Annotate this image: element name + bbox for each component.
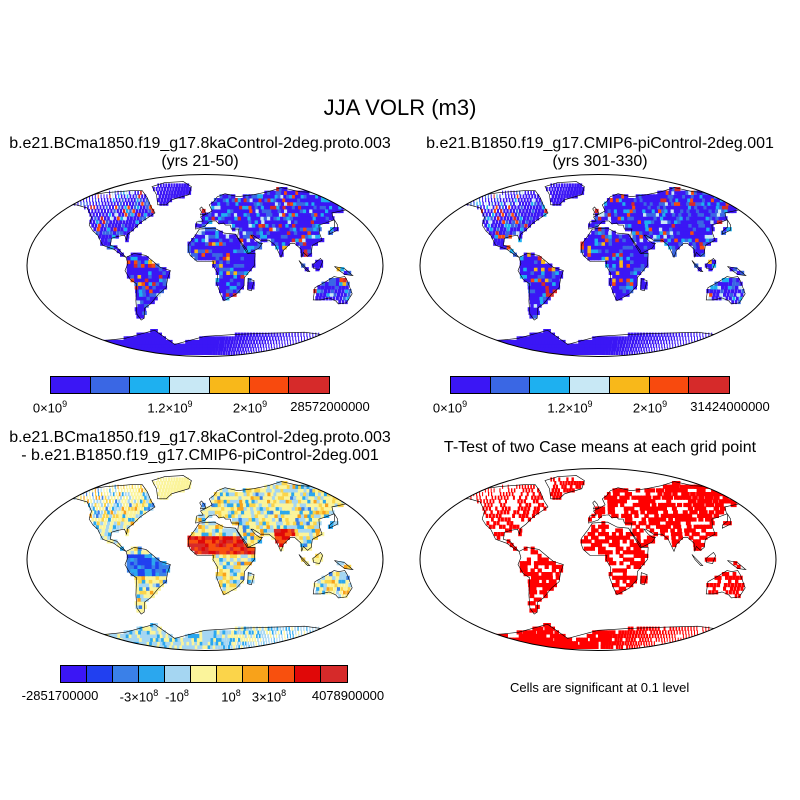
colorbar-label: 3×108 (251, 688, 287, 705)
colorbar-label: -108 (165, 688, 189, 705)
colorbar-swatch (165, 666, 191, 682)
map-cells (63, 477, 358, 649)
colorbar-swatch (689, 377, 729, 393)
panel-title-line2: (yrs 301-330) (552, 153, 648, 170)
colorbar-label: -2851700000 (21, 688, 99, 703)
colorbar-swatch (269, 666, 295, 682)
colorbar-swatch (451, 377, 491, 393)
colorbar-swatch (130, 377, 171, 393)
colorbar-label: 2×109 (632, 399, 668, 416)
colorbar-swatch (490, 377, 531, 393)
colorbar-swatch (90, 377, 131, 393)
map-border (26, 174, 384, 357)
map-ttest (419, 468, 777, 651)
panel-title-case1: b.e21.BCma1850.f19_g17.8kaControl-2deg.p… (0, 135, 400, 171)
colorbar-swatch (170, 377, 210, 393)
map-case2 (419, 174, 777, 357)
colorbar-difference (60, 665, 348, 683)
colorbar-swatch (113, 666, 139, 682)
panel-title-ttest: T-Test of two Case means at each grid po… (400, 439, 800, 457)
colorbar-label: 31424000000 (690, 399, 770, 414)
panel-title-line1: b.e21.B1850.f19_g17.CMIP6-piControl-2deg… (426, 135, 774, 152)
colorbar-swatch (321, 666, 347, 682)
colorbar-swatch (191, 666, 217, 682)
map-border (419, 468, 777, 651)
panel-title-line1: T-Test of two Case means at each grid po… (443, 439, 757, 456)
map-cells (456, 183, 751, 355)
colorbar-swatch (139, 666, 165, 682)
colorbar-swatch (530, 377, 571, 393)
map-border (419, 174, 777, 357)
coastlines (453, 475, 752, 651)
colorbar-case2 (450, 376, 730, 394)
colorbar-swatch (87, 666, 113, 682)
figure-title: JJA VOLR (m3) (323, 95, 477, 120)
coastlines (60, 181, 359, 357)
colorbar-label: 1.2×109 (547, 399, 593, 416)
colorbar-label: 108 (221, 688, 241, 705)
panel-title-line1: b.e21.BCma1850.f19_g17.8kaControl-2deg.p… (9, 429, 391, 446)
colorbar-swatch (243, 666, 269, 682)
coastlines (453, 181, 752, 357)
colorbar-label: 28572000000 (290, 399, 370, 414)
colorbar-swatch (609, 377, 650, 393)
colorbar-label: 1.2×109 (147, 399, 193, 416)
colorbar-swatch (209, 377, 250, 393)
map-case1 (26, 174, 384, 357)
colorbar-swatch (217, 666, 243, 682)
colorbar-label: 0×109 (32, 399, 68, 416)
panel-title-line1: b.e21.BCma1850.f19_g17.8kaControl-2deg.p… (9, 135, 391, 152)
panel-title-case2: b.e21.B1850.f19_g17.CMIP6-piControl-2deg… (400, 135, 800, 171)
colorbar-label: 4078900000 (311, 688, 385, 703)
map-difference (26, 468, 384, 651)
colorbar-label: 0×109 (432, 399, 468, 416)
colorbar-label: -3×108 (119, 688, 159, 705)
colorbar-swatch (570, 377, 610, 393)
colorbar-swatch (289, 377, 329, 393)
colorbar-swatch (51, 377, 91, 393)
colorbar-swatch (249, 377, 290, 393)
map-border (26, 468, 384, 651)
colorbar-swatch (61, 666, 87, 682)
colorbar-case1 (50, 376, 330, 394)
colorbar-swatch (295, 666, 321, 682)
panel-title-line2: (yrs 21-50) (161, 153, 239, 170)
colorbar-swatch (649, 377, 690, 393)
panel-title-diff: b.e21.BCma1850.f19_g17.8kaControl-2deg.p… (0, 429, 400, 465)
colorbar-label: 2×109 (232, 399, 268, 416)
panel-title-line2: - b.e21.B1850.f19_g17.CMIP6-piControl-2d… (21, 447, 379, 464)
map-cells (63, 183, 358, 355)
ttest-note: Cells are significant at 0.1 level (510, 680, 690, 695)
